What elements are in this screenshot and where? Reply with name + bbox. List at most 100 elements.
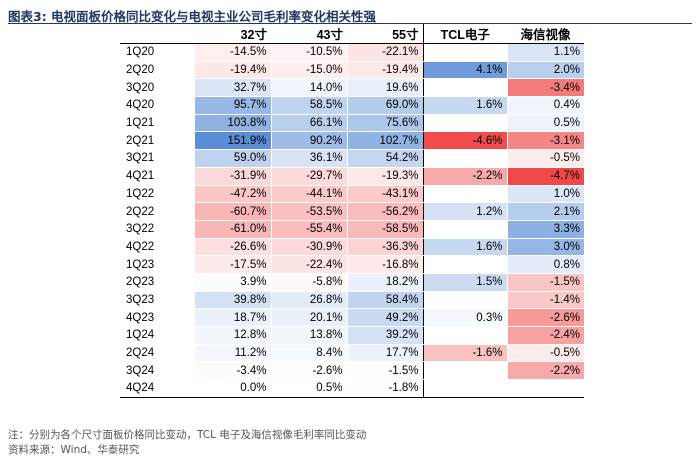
table-cell: 151.9%	[193, 131, 271, 151]
table-row: 1Q24 12.8% 13.8% 39.2% -2.4%	[120, 326, 584, 345]
column-header-tcl: TCL电子	[422, 24, 507, 44]
table-cell: 1.2%	[422, 202, 507, 221]
table-cell	[422, 78, 507, 98]
row-label: 2Q23	[120, 273, 194, 292]
table-row: 3Q24 -3.4% -2.6% -1.5% -2.2%	[120, 361, 584, 381]
table-cell: -2.6%	[506, 308, 584, 327]
table-cell: -2.4%	[506, 326, 584, 345]
table-row: 4Q23 18.7% 20.1% 49.2% 0.3% -2.6%	[120, 308, 584, 327]
table-cell: 2.0%	[506, 61, 584, 80]
table-cell: -47.2%	[193, 185, 271, 204]
correlation-table: 32寸 43寸 55寸 TCL电子 海信视像 1Q20 -14.5% -10.5% -…	[120, 24, 584, 398]
table-cell	[422, 361, 507, 381]
row-label: 2Q20	[120, 61, 194, 80]
table-cell: -60.7%	[193, 202, 271, 221]
table-cell: -56.2%	[346, 202, 423, 221]
row-label: 4Q23	[120, 308, 194, 327]
table-cell: 18.7%	[193, 308, 271, 327]
table-header-row: 32寸 43寸 55寸 TCL电子 海信视像	[120, 24, 584, 44]
table-cell: 18.2%	[346, 273, 423, 292]
table-cell: 75.6%	[346, 114, 423, 133]
table-cell: -14.5%	[193, 43, 271, 62]
table-cell: -10.5%	[270, 43, 347, 62]
table-cell: 1.5%	[422, 273, 507, 292]
row-label: 3Q23	[120, 291, 194, 310]
table-cell: -30.9%	[270, 238, 347, 257]
table-cell: -17.5%	[193, 255, 271, 274]
table-cell	[422, 114, 507, 133]
table-cell	[506, 379, 584, 398]
row-label: 1Q23	[120, 255, 194, 274]
table-cell: 11.2%	[193, 344, 271, 363]
table-cell: -4.6%	[422, 131, 507, 151]
table-row: 4Q20 95.7% 58.5% 69.0% 1.6% 0.4%	[120, 96, 584, 115]
table-cell: -0.5%	[506, 344, 584, 363]
table-cell: -1.5%	[506, 273, 584, 292]
figure-title: 图表3: 电视面板价格同比变化与电视主业公司毛利率变化相关性强	[8, 9, 377, 24]
row-label: 3Q22	[120, 220, 194, 239]
table-cell: -3.1%	[506, 131, 584, 151]
table-cell: 0.5%	[270, 379, 347, 398]
table-cell: -44.1%	[270, 185, 347, 204]
table-cell: 8.4%	[270, 344, 347, 363]
table-cell: 26.8%	[270, 291, 347, 310]
column-header-43: 43寸	[271, 24, 347, 44]
table-row: 1Q20 -14.5% -10.5% -22.1% 1.1%	[120, 43, 584, 62]
row-label: 2Q22	[120, 202, 194, 221]
table-cell: 39.2%	[346, 326, 423, 345]
table-cell: 58.5%	[270, 96, 347, 115]
table-cell: 0.3%	[422, 308, 507, 327]
row-label: 3Q21	[120, 149, 194, 168]
row-label: 4Q21	[120, 167, 194, 186]
table-cell	[422, 43, 507, 62]
table-row: 1Q23 -17.5% -22.4% -16.8% 0.8%	[120, 255, 584, 274]
table-cell: 0.0%	[193, 379, 271, 398]
row-label: 4Q24	[120, 379, 194, 398]
table-cell: -0.5%	[506, 149, 584, 168]
table-cell: -1.4%	[506, 291, 584, 310]
table-cell	[422, 326, 507, 345]
corner-cell	[120, 24, 194, 44]
table-cell: 0.8%	[506, 255, 584, 274]
table-row: 1Q22 -47.2% -44.1% -43.1% 1.0%	[120, 185, 584, 204]
table-row: 1Q21 103.8% 66.1% 75.6% 0.5%	[120, 114, 584, 133]
table-cell: -19.3%	[346, 167, 423, 186]
table-cell: -55.4%	[270, 220, 347, 239]
table-cell: 3.0%	[506, 238, 584, 257]
table-cell: -31.9%	[193, 167, 271, 186]
table-row: 3Q22 -61.0% -55.4% -58.5% 3.3%	[120, 220, 584, 239]
table-cell: -19.4%	[346, 61, 423, 80]
table-cell: 1.1%	[506, 43, 584, 62]
table-cell	[422, 379, 507, 398]
table-cell: -43.1%	[346, 185, 423, 204]
table-cell: 103.8%	[193, 114, 271, 133]
table-cell: 20.1%	[270, 308, 347, 327]
table-cell: 59.0%	[193, 149, 271, 168]
table-row: 2Q21 151.9% 90.2% 102.7% -4.6% -3.1%	[120, 131, 584, 151]
title-rule	[8, 23, 692, 24]
table-cell: -3.4%	[506, 78, 584, 98]
table-cell: -53.5%	[270, 202, 347, 221]
row-label: 4Q20	[120, 96, 194, 115]
table-row: 3Q20 32.7% 14.0% 19.6% -3.4%	[120, 78, 584, 98]
table-cell: 0.4%	[506, 96, 584, 115]
table-cell	[422, 185, 507, 204]
table-cell: -2.6%	[270, 361, 347, 381]
table-cell: 49.2%	[346, 308, 423, 327]
table-cell: -5.8%	[270, 273, 347, 292]
note-text: 注：分别为各个尺寸面板价格同比变动，TCL 电子及海信视像毛利率同比变动	[8, 429, 367, 441]
row-label: 1Q20	[120, 43, 194, 62]
table-cell: 12.8%	[193, 326, 271, 345]
table-row: 3Q21 59.0% 36.1% 54.2% -0.5%	[120, 149, 584, 168]
table-cell: -61.0%	[193, 220, 271, 239]
table-cell: 54.2%	[346, 149, 423, 168]
table-cell: -29.7%	[270, 167, 347, 186]
row-label: 1Q21	[120, 114, 194, 133]
table-cell: -22.1%	[346, 43, 423, 62]
row-label: 1Q22	[120, 185, 194, 204]
table-cell: -16.8%	[346, 255, 423, 274]
table-cell: 1.0%	[506, 185, 584, 204]
table-cell: 14.0%	[270, 78, 347, 98]
table-cell: -3.4%	[193, 361, 271, 381]
table-cell: -58.5%	[346, 220, 423, 239]
